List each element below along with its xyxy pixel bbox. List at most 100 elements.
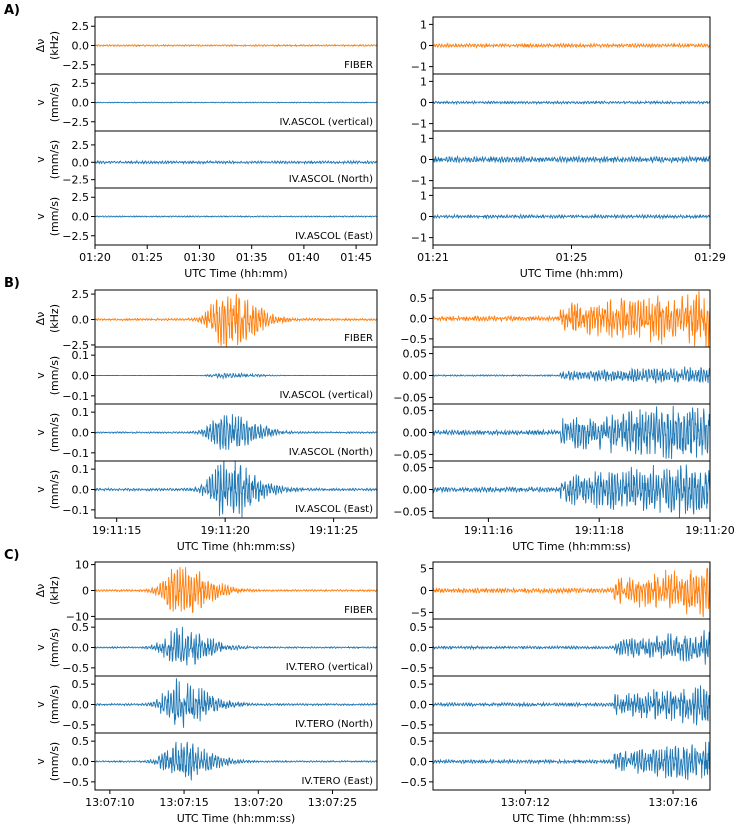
y-tick-label: −1: [411, 175, 427, 188]
y-axis-label: v: [34, 213, 47, 220]
y-axis-unit: (mm/s): [48, 197, 61, 236]
y-axis-label: v: [34, 701, 47, 708]
y-tick-label: 0.5: [410, 678, 428, 691]
x-tick-label: 13:07:16: [648, 796, 697, 809]
x-tick-label: 19:11:15: [92, 524, 141, 537]
y-axis-label: v: [34, 429, 47, 436]
y-axis-unit: (mm/s): [48, 742, 61, 781]
y-tick-label: 0.00: [403, 484, 428, 497]
y-axis-unit: (kHz): [48, 576, 61, 605]
y-tick-label: 0.5: [410, 292, 428, 305]
waveform-trace-3: [433, 213, 710, 220]
y-axis-unit: (mm/s): [48, 356, 61, 395]
y-tick-label: 1: [420, 75, 427, 88]
x-tick-label: 01:45: [340, 251, 372, 264]
y-tick-label: 2.5: [72, 288, 90, 301]
y-tick-label: 0.0: [72, 370, 90, 383]
y-tick-label: 0.5: [410, 621, 428, 634]
y-tick-label: 0.00: [403, 427, 428, 440]
y-axis-label: Δν: [34, 39, 47, 53]
y-tick-label: 2.5: [72, 77, 90, 90]
y-tick-label: 0.0: [410, 699, 428, 712]
y-tick-label: −5: [411, 606, 427, 619]
y-axis-unit: (mm/s): [48, 628, 61, 667]
trace-label: FIBER: [344, 333, 373, 344]
y-tick-label: 2.5: [72, 191, 90, 204]
trace-label: IV.ASCOL (North): [289, 447, 373, 458]
y-tick-label: 0.0: [410, 642, 428, 655]
x-tick-label: 19:11:16: [464, 524, 513, 537]
y-tick-label: −1: [411, 61, 427, 74]
waveform-trace-3: [95, 741, 377, 781]
y-tick-label: 0.0: [72, 97, 90, 110]
y-tick-label: 0.0: [72, 314, 90, 327]
y-axis-unit: (mm/s): [48, 140, 61, 179]
y-tick-label: 0.0: [72, 699, 90, 712]
y-axis-unit: (mm/s): [48, 470, 61, 509]
x-tick-label: 01:20: [79, 251, 111, 264]
waveform-trace-1: [95, 626, 377, 666]
y-tick-label: 0.0: [72, 427, 90, 440]
x-tick-label: 13:07:12: [501, 796, 550, 809]
y-tick-label: −0.05: [393, 505, 427, 518]
y-tick-label: 0.5: [410, 735, 428, 748]
y-axis-unit: (kHz): [48, 304, 61, 333]
waveform-trace-2: [433, 685, 710, 726]
waveform-trace-1: [95, 101, 377, 104]
x-tick-label: 01:35: [236, 251, 268, 264]
y-tick-label: 1: [420, 189, 427, 202]
y-tick-label: 0.0: [72, 642, 90, 655]
y-tick-label: 0.5: [72, 621, 90, 634]
trace-label: IV.TERO (vertical): [286, 662, 373, 673]
y-tick-label: 0: [82, 585, 89, 598]
y-tick-label: 10: [75, 559, 89, 572]
trace-label: IV.ASCOL (North): [289, 174, 373, 185]
y-tick-label: 0.0: [410, 756, 428, 769]
x-axis-label: UTC Time (hh:mm): [184, 267, 287, 280]
x-tick-label: 01:40: [288, 251, 320, 264]
y-axis-label: Δν: [34, 312, 47, 326]
y-tick-label: 2.5: [72, 139, 90, 152]
x-axis-label: UTC Time (hh:mm:ss): [512, 812, 631, 825]
y-tick-label: −1: [411, 232, 427, 245]
y-tick-label: 0.0: [72, 156, 90, 169]
y-tick-label: 0: [420, 40, 427, 53]
y-tick-label: −0.5: [400, 776, 427, 789]
waveform-trace-1: [433, 366, 710, 384]
y-tick-label: −0.1: [62, 447, 89, 460]
x-tick-label: 19:11:18: [574, 524, 623, 537]
y-tick-label: 0.5: [72, 735, 90, 748]
y-tick-label: −2.5: [62, 59, 89, 72]
x-axis-label: UTC Time (hh:mm:ss): [177, 540, 296, 553]
y-tick-label: 1: [420, 132, 427, 145]
y-tick-label: 1: [420, 18, 427, 31]
y-tick-label: −2.5: [62, 230, 89, 243]
panel-group-label: A): [4, 3, 20, 18]
y-tick-label: −10: [66, 610, 89, 623]
y-tick-label: −0.05: [393, 391, 427, 404]
y-tick-label: 0.0: [410, 313, 428, 326]
x-tick-label: 19:11:20: [200, 524, 249, 537]
y-tick-label: −0.5: [400, 662, 427, 675]
y-tick-label: 0.1: [72, 349, 90, 362]
x-tick-label: 13:07:10: [85, 796, 134, 809]
x-axis-label: UTC Time (hh:mm:ss): [512, 540, 631, 553]
x-tick-label: 01:21: [417, 251, 449, 264]
y-tick-label: 0.05: [403, 348, 428, 361]
x-tick-label: 01:30: [184, 251, 216, 264]
waveform-trace-2: [433, 405, 710, 460]
y-tick-label: 0.1: [72, 463, 90, 476]
waveform-trace-0: [433, 42, 710, 50]
x-tick-label: 01:25: [556, 251, 588, 264]
y-tick-label: −1: [411, 118, 427, 131]
waveform-trace-0: [95, 43, 377, 48]
waveform-trace-1: [433, 630, 710, 665]
y-axis-label: v: [34, 372, 47, 379]
waveform-trace-2: [95, 678, 377, 728]
y-tick-label: 0.0: [72, 40, 90, 53]
y-tick-label: 0.0: [72, 484, 90, 497]
waveform-trace-1: [433, 99, 710, 106]
x-tick-label: 19:11:20: [685, 524, 734, 537]
trace-label: IV.ASCOL (vertical): [279, 117, 373, 128]
waveform-trace-0: [95, 294, 377, 347]
